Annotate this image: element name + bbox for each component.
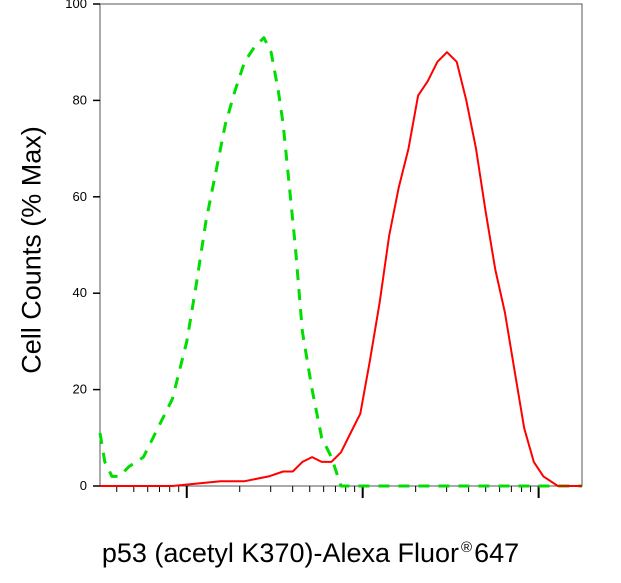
series-group [98,36,582,488]
x-axis-label-main: p53 (acetyl K370)-Alexa Fluor [101,538,460,568]
y-axis-label-box: Cell Counts (% Max) [2,70,62,430]
y-tick-label: 0 [80,478,87,493]
plot-frame [99,3,583,487]
x-axis-label-suffix: 647 [474,538,520,568]
x-axis-ticks [116,486,540,498]
y-tick-label: 80 [73,92,87,107]
plot-frame-group [99,3,583,487]
x-axis-label: p53 (acetyl K370)-Alexa Fluor ®647 [0,538,621,569]
y-tick-label: 40 [73,285,87,300]
series-line-control-dashed [98,36,582,488]
series-line-sample-solid [100,51,582,487]
y-axis-label: Cell Counts (% Max) [16,126,47,374]
y-axis-ticks: 0 20 40 60 80 100 [65,0,100,493]
y-tick-label: 60 [73,189,87,204]
x-axis-label-registered-mark: ® [461,539,473,556]
y-tick-label: 20 [73,382,87,397]
y-tick-label: 100 [65,0,87,11]
